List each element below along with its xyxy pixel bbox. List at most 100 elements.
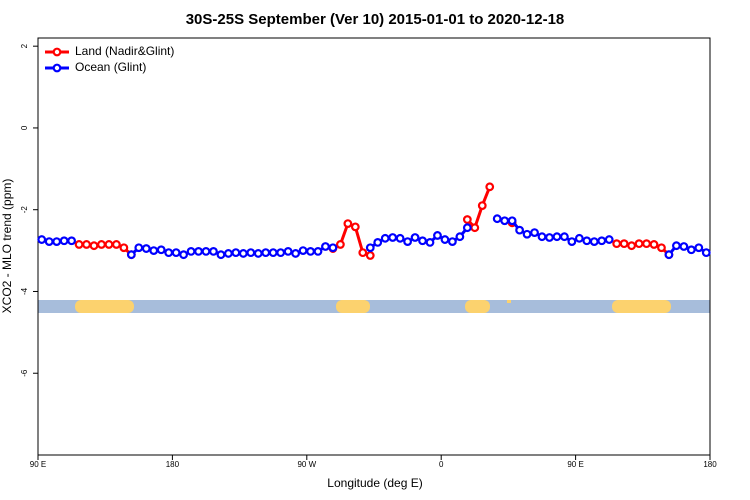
data-point xyxy=(500,216,510,226)
data-point xyxy=(388,233,398,242)
data-point xyxy=(574,233,584,243)
data-point xyxy=(209,247,218,256)
y-tick-label: -4 xyxy=(20,287,29,295)
plot-frame xyxy=(37,37,711,456)
data-point xyxy=(530,228,539,238)
x-axis-label: Longitude (deg E) xyxy=(327,476,422,490)
data-point xyxy=(672,241,681,251)
data-point xyxy=(686,245,696,255)
data-point xyxy=(694,243,704,253)
data-point xyxy=(67,236,76,246)
legend-label: Land (Nadir&Glint) xyxy=(75,44,174,58)
data-point xyxy=(343,219,353,229)
data-point xyxy=(485,182,495,192)
data-point xyxy=(597,236,607,246)
data-point xyxy=(627,241,636,251)
x-tick-label: 0 xyxy=(439,460,444,469)
data-point xyxy=(701,248,711,258)
data-point xyxy=(425,238,435,247)
data-point xyxy=(89,241,99,251)
land-strip xyxy=(465,300,490,313)
y-axis-label: XCO2 - MLO trend (ppm) xyxy=(0,179,14,314)
data-point xyxy=(253,249,263,258)
data-point xyxy=(82,240,91,249)
data-point xyxy=(126,250,136,260)
data-point xyxy=(582,236,592,246)
data-point xyxy=(134,243,144,253)
data-point xyxy=(111,240,121,249)
data-point xyxy=(358,248,368,258)
data-point xyxy=(276,248,286,258)
data-point xyxy=(395,233,405,243)
land-ocean-strip xyxy=(38,300,710,313)
data-point xyxy=(291,249,301,258)
x-tick-label: 90 E xyxy=(30,460,46,469)
y-tick-label: -6 xyxy=(20,369,29,377)
data-point xyxy=(560,232,569,242)
data-point xyxy=(664,250,674,260)
data-point xyxy=(261,248,271,258)
data-point xyxy=(59,236,69,246)
data-point xyxy=(380,233,390,243)
legend-marker xyxy=(52,63,62,73)
data-point xyxy=(522,229,532,239)
data-point xyxy=(186,247,196,256)
data-point xyxy=(194,247,203,256)
y-tick-label: 0 xyxy=(20,125,29,130)
data-point xyxy=(37,235,47,244)
data-point xyxy=(410,233,420,242)
y-tick-label: 2 xyxy=(20,43,29,48)
data-point xyxy=(545,233,554,242)
data-point xyxy=(164,248,174,258)
data-point xyxy=(171,248,181,258)
data-point xyxy=(567,237,577,246)
data-point xyxy=(238,249,248,258)
data-point xyxy=(679,242,689,251)
data-point xyxy=(612,239,622,249)
data-point xyxy=(119,243,129,253)
data-point xyxy=(455,232,465,242)
legend-label: Ocean (Glint) xyxy=(75,60,146,74)
data-point xyxy=(44,237,54,246)
data-point xyxy=(216,250,226,260)
land-strip xyxy=(336,300,370,313)
data-point xyxy=(201,247,211,256)
data-point xyxy=(321,242,330,251)
data-point xyxy=(462,215,472,224)
data-point xyxy=(373,238,383,247)
data-point xyxy=(268,248,278,258)
land-strip xyxy=(75,300,134,313)
data-point xyxy=(470,223,480,233)
ocean-strip xyxy=(38,300,710,313)
data-point xyxy=(515,225,524,235)
data-point xyxy=(141,244,151,253)
land-strip xyxy=(507,300,511,303)
data-point xyxy=(306,247,315,256)
data-point xyxy=(448,237,457,246)
x-tick-label: 90 E xyxy=(567,460,583,469)
legend-marker xyxy=(52,47,62,57)
data-point xyxy=(440,235,450,244)
data-point xyxy=(179,250,189,260)
data-point xyxy=(433,231,442,240)
data-point xyxy=(657,243,666,253)
data-point xyxy=(246,248,256,258)
data-point xyxy=(365,251,375,260)
y-tick-label: -2 xyxy=(20,206,29,214)
x-tick-label: 180 xyxy=(166,460,180,469)
data-point xyxy=(619,239,629,249)
data-point xyxy=(350,222,360,232)
data-point xyxy=(507,216,517,226)
data-point xyxy=(328,243,338,253)
data-point xyxy=(283,247,293,256)
x-tick-label: 90 W xyxy=(297,460,316,469)
data-point xyxy=(552,232,562,242)
data-point xyxy=(589,237,599,246)
data-point xyxy=(649,240,659,249)
data-point xyxy=(223,249,233,258)
data-point xyxy=(313,247,323,256)
data-point xyxy=(604,235,614,244)
data-point xyxy=(149,246,159,255)
data-point xyxy=(298,246,308,255)
data-point xyxy=(477,201,487,211)
